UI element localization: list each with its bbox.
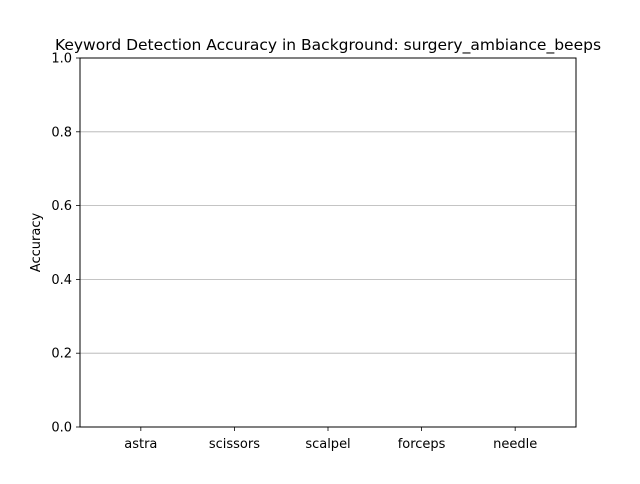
y-axis-label: Accuracy bbox=[29, 213, 44, 273]
x-tick-label: forceps bbox=[398, 437, 446, 452]
grid-lines bbox=[80, 131, 576, 354]
y-axis-ticks: 0.0 0.2 0.4 0.6 0.8 1.0 bbox=[51, 52, 80, 436]
plot-area-frame bbox=[79, 57, 577, 428]
chart-title: Keyword Detection Accuracy in Background… bbox=[55, 36, 601, 55]
y-tick-label: 0.8 bbox=[51, 125, 72, 140]
x-tick-label: scissors bbox=[209, 437, 260, 452]
x-tick-label: astra bbox=[124, 437, 157, 452]
y-tick-label: 0.2 bbox=[51, 347, 72, 362]
x-axis-ticks: astra scissors scalpel forceps needle bbox=[124, 427, 537, 452]
y-tick-label: 1.0 bbox=[51, 52, 72, 67]
y-tick-label: 0.4 bbox=[51, 273, 72, 288]
x-tick-label: scalpel bbox=[305, 437, 350, 452]
y-tick-label: 0.6 bbox=[51, 199, 72, 214]
x-tick-label: needle bbox=[493, 437, 537, 452]
y-tick-label: 0.0 bbox=[51, 421, 72, 436]
